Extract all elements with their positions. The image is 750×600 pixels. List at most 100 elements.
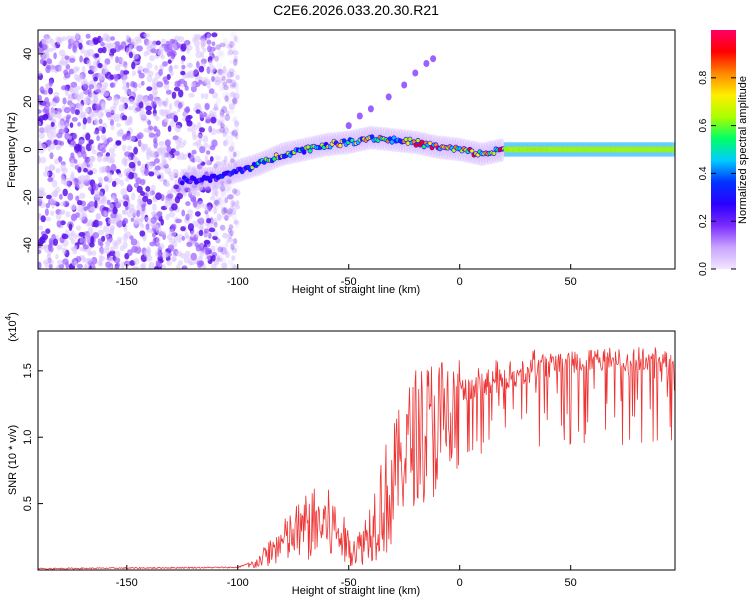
noise-blob (65, 211, 71, 218)
noise-blob (221, 247, 228, 255)
noise-blob (219, 197, 226, 202)
noise-blob (87, 219, 94, 227)
noise-blob (213, 262, 218, 269)
noise-blob (44, 165, 49, 173)
noise-blob (133, 217, 140, 225)
noise-blob (91, 110, 98, 118)
noise-blob (228, 135, 234, 140)
noise-blob (158, 243, 165, 250)
y-tick-label: 0.5 (22, 496, 34, 511)
noise-blob (228, 103, 235, 110)
noise-blob (124, 88, 131, 95)
noise-blob (101, 46, 107, 54)
colorbar-tick-label: 0.0 (698, 262, 709, 276)
noise-blob (110, 195, 116, 201)
noise-blob (61, 36, 67, 42)
noise-blob (219, 115, 226, 122)
spectrogram-heatmap (38, 31, 675, 269)
snr-series-line (38, 347, 675, 570)
noise-blob (223, 140, 227, 147)
noise-blob (103, 176, 109, 182)
noise-blob (64, 89, 69, 96)
noise-blob (112, 96, 119, 102)
noise-blob (196, 60, 200, 69)
noise-blob (82, 117, 88, 125)
noise-blob (38, 127, 43, 133)
noise-blob (220, 121, 224, 128)
noise-blob (169, 120, 176, 128)
noise-blob (95, 89, 102, 94)
noise-blob (225, 211, 233, 218)
noise-blob (96, 154, 103, 163)
noise-blob (50, 142, 56, 150)
ridge-core (192, 177, 197, 181)
noise-blob (180, 43, 187, 52)
noise-blob (185, 106, 190, 114)
noise-blob (230, 158, 235, 164)
noise-blob (193, 124, 198, 131)
noise-blob (162, 146, 168, 154)
noise-blob (177, 238, 182, 244)
noise-blob (235, 74, 240, 81)
noise-blob (82, 83, 89, 91)
noise-blob (71, 258, 78, 267)
noise-blob (157, 147, 163, 156)
noise-blob (62, 247, 67, 255)
noise-blob (43, 171, 50, 177)
noise-blob (164, 139, 171, 147)
noise-blob (222, 124, 228, 130)
noise-blob (230, 91, 236, 98)
noise-blob (122, 115, 128, 121)
noise-blob (179, 152, 185, 161)
noise-blob (216, 73, 222, 79)
noise-blob (208, 88, 215, 95)
noise-blob (40, 215, 46, 223)
noise-blob (222, 37, 228, 44)
noise-blob (209, 196, 216, 201)
noise-blob (208, 125, 213, 133)
noise-blob (67, 192, 74, 201)
noise-blob (231, 255, 236, 261)
noise-blob (74, 178, 78, 187)
noise-blob (226, 71, 233, 78)
noise-blob (228, 139, 234, 146)
noise-blob (133, 172, 138, 179)
noise-blob (218, 202, 223, 208)
noise-blob (140, 263, 145, 269)
noise-blob (45, 139, 52, 146)
noise-blob (146, 86, 153, 91)
noise-blob (228, 145, 235, 152)
noise-blob (210, 263, 217, 269)
noise-blob (186, 47, 190, 54)
noise-blob (228, 68, 235, 74)
noise-blob (214, 199, 220, 207)
noise-blob (231, 129, 238, 137)
trace-blob (367, 105, 374, 113)
noise-blob (51, 179, 58, 188)
noise-blob (151, 211, 156, 216)
noise-blob (235, 204, 241, 210)
noise-blob (217, 187, 224, 194)
ridge-core (470, 149, 474, 153)
noise-blob (86, 116, 92, 124)
noise-blob (220, 189, 227, 197)
noise-blob (213, 245, 220, 253)
noise-blob (75, 256, 82, 263)
noise-blob (223, 95, 230, 102)
noise-blob (122, 156, 128, 164)
noise-blob (228, 92, 236, 98)
noise-blob (102, 82, 109, 88)
noise-blob (133, 146, 139, 155)
noise-blob (77, 205, 84, 213)
noise-blob (104, 240, 111, 247)
noise-blob (200, 222, 204, 230)
noise-blob (46, 58, 53, 65)
noise-blob (162, 61, 168, 67)
noise-blob (229, 107, 235, 115)
noise-blob (168, 211, 176, 218)
spectrogram-x-label: Height of straight line (km) (292, 284, 420, 296)
spectrogram-x-axis: -150 -100 -50 0 50 (116, 264, 577, 288)
noise-blob (136, 134, 141, 140)
noise-blob (150, 43, 157, 49)
noise-blob (215, 44, 222, 50)
